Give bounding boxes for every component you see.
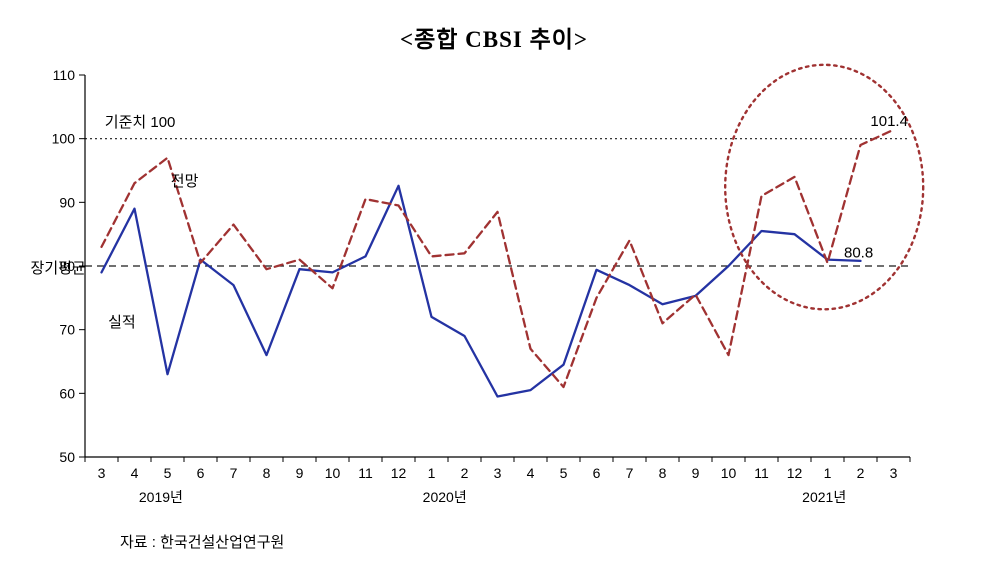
x-tick-label: 1 bbox=[428, 465, 436, 481]
x-tick-label: 12 bbox=[391, 465, 407, 481]
x-tick-label: 7 bbox=[230, 465, 238, 481]
y-tick-label: 80 bbox=[59, 258, 75, 274]
x-axis-ticks: 3 4 5 6 7 8 9 10 11 12 1 2 3 4 5 6 7 8 9 10 11 12 1 2 3 bbox=[84, 457, 911, 481]
y-tick-label: 50 bbox=[59, 449, 75, 465]
x-tick-label: 1 bbox=[824, 465, 832, 481]
x-tick-label: 9 bbox=[296, 465, 304, 481]
annotation-actual-series-label: 실적 bbox=[108, 314, 136, 331]
y-tick-label: 70 bbox=[59, 322, 75, 338]
x-tick-label: 2 bbox=[461, 465, 469, 481]
x-tick-label: 6 bbox=[593, 465, 601, 481]
x-tick-label: 5 bbox=[560, 465, 568, 481]
year-label: 2019년 bbox=[139, 489, 183, 505]
x-tick-label: 4 bbox=[131, 465, 139, 481]
y-tick-label: 90 bbox=[59, 194, 75, 210]
x-tick-label: 3 bbox=[890, 465, 898, 481]
x-tick-label: 6 bbox=[197, 465, 205, 481]
series-line-forecast bbox=[100, 128, 895, 389]
y-axis-ticks: 50 60 70 80 90 100 110 bbox=[52, 67, 85, 465]
year-label: 2020년 bbox=[423, 489, 467, 505]
y-tick-label: 60 bbox=[59, 385, 75, 401]
x-tick-label: 10 bbox=[325, 465, 341, 481]
year-label: 2021년 bbox=[802, 489, 846, 505]
source-note: 자료 : 한국건설산업연구원 bbox=[120, 534, 285, 551]
x-tick-label: 11 bbox=[754, 465, 769, 481]
annotation-longterm-avg-label: 장기평균 bbox=[31, 260, 86, 277]
highlight-ellipse bbox=[724, 63, 925, 311]
y-tick-label: 100 bbox=[52, 131, 76, 147]
annotation-actual-last-value: 80.8 bbox=[844, 245, 873, 262]
x-tick-label: 5 bbox=[164, 465, 172, 481]
series-lines bbox=[100, 128, 895, 398]
x-tick-label: 2 bbox=[857, 465, 865, 481]
x-tick-label: 4 bbox=[527, 465, 535, 481]
x-tick-label: 9 bbox=[692, 465, 700, 481]
year-labels: 2019년 2020년 2021년 bbox=[139, 489, 846, 505]
x-tick-label: 8 bbox=[659, 465, 667, 481]
annotation-forecast-last-value: 101.4 bbox=[870, 113, 908, 130]
annotation-baseline-100-label: 기준치 100 bbox=[105, 114, 176, 131]
y-tick-label: 110 bbox=[53, 67, 76, 83]
x-tick-label: 8 bbox=[263, 465, 271, 481]
annotation-forecast-series-label: 전망 bbox=[171, 173, 199, 190]
x-tick-label: 3 bbox=[494, 465, 502, 481]
x-tick-label: 3 bbox=[98, 465, 106, 481]
reference-lines bbox=[85, 138, 910, 267]
x-tick-label: 12 bbox=[787, 465, 803, 481]
x-tick-label: 10 bbox=[721, 465, 737, 481]
chart-title: <종합 CBSI 추이> bbox=[399, 27, 589, 52]
x-tick-label: 11 bbox=[358, 465, 373, 481]
x-tick-label: 7 bbox=[626, 465, 634, 481]
series-line-actual bbox=[100, 184, 862, 398]
